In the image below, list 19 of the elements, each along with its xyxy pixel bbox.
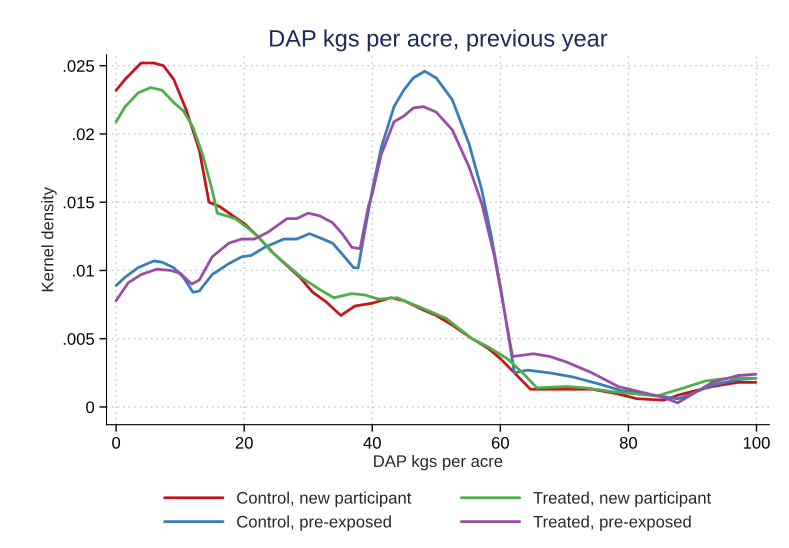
y-tick-label: .02 — [73, 128, 94, 140]
y-tick-label: 0 — [86, 401, 94, 414]
legend-label: Control, new participant — [237, 491, 412, 508]
chart-title: DAP kgs per acre, previous year — [270, 29, 608, 52]
y-tick-label: .025 — [64, 60, 94, 72]
legend-label: Treated, new participant — [533, 491, 712, 508]
legend-label: Control, pre-exposed — [237, 515, 391, 531]
x-tick-label: 40 — [363, 436, 381, 449]
x-tick-label: 80 — [620, 436, 638, 449]
x-tick-label: 0 — [112, 436, 120, 449]
x-tick-label: 100 — [744, 436, 770, 449]
y-tick-label: .015 — [64, 196, 94, 208]
x-tick-label: 60 — [492, 436, 509, 449]
y-axis-title: Kernel density — [41, 186, 57, 292]
y-tick-label: .01 — [73, 264, 94, 277]
legend-label: Treated, pre-exposed — [533, 515, 691, 531]
y-tick-label: .005 — [64, 333, 94, 345]
x-axis-title: DAP kgs per acre — [374, 454, 502, 470]
x-tick-label: 20 — [236, 436, 253, 449]
